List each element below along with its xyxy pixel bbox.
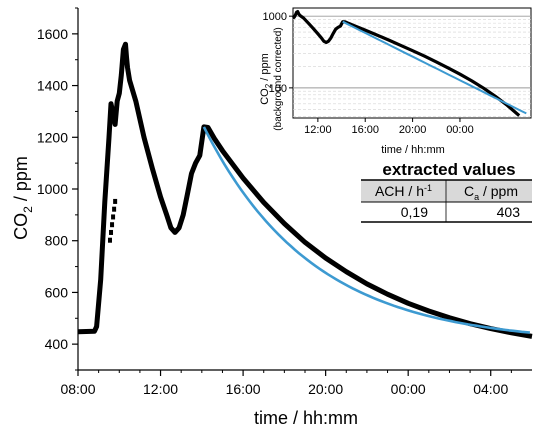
measured-outlier-point: [110, 222, 115, 228]
y-tick-label: 800: [45, 233, 69, 249]
inset-x-tick-label: 20:00: [399, 124, 427, 136]
x-tick-label: 00:00: [391, 381, 426, 397]
x-tick-label: 08:00: [60, 381, 95, 397]
measured-outlier-point: [107, 237, 112, 243]
y-tick-label: 600: [45, 284, 69, 300]
y-tick-label: 1400: [37, 78, 68, 94]
x-tick-label: 12:00: [143, 381, 178, 397]
inset-y-tick-label: 100: [269, 83, 287, 95]
results-table: extracted values ACH / h-1 Ca / ppm 0,19…: [361, 160, 532, 223]
y-axis-title: CO2 / ppm: [11, 156, 35, 240]
x-tick-label: 16:00: [226, 381, 261, 397]
y-tick-label: 1200: [37, 129, 68, 145]
main-axes: 400 600 800 1000 1200 1400 1600 08:00 12:00 16:00…: [37, 7, 532, 397]
main-plot-area: [77, 41, 533, 339]
x-tick-label: 04:00: [473, 381, 508, 397]
inset-x-tick-label: 16:00: [351, 124, 379, 136]
results-value-ca: 403: [497, 204, 521, 220]
y-tick-label: 1000: [37, 181, 68, 197]
results-header-ach: ACH / h-1: [375, 183, 432, 199]
results-table-header-row: [361, 180, 532, 202]
inset-chart: 100 1000 12:00 16:00 20:00 00:00: [263, 7, 532, 136]
fit-series-line: [202, 126, 531, 334]
inset-x-tick-label: 00:00: [446, 124, 474, 136]
measured-series-line: [77, 41, 533, 339]
y-tick-label: 1600: [37, 26, 68, 42]
x-tick-label: 20:00: [308, 381, 343, 397]
measured-outlier-point: [109, 229, 114, 235]
measured-outlier-point: [113, 198, 118, 204]
inset-y-tick-label: 1000: [263, 11, 287, 23]
results-header-ca: Ca / ppm: [464, 183, 518, 202]
inset-fit-line: [342, 20, 527, 115]
measured-outlier-point: [111, 214, 116, 220]
results-value-ach: 0,19: [401, 204, 428, 220]
inset-frame: [292, 7, 532, 119]
x-axis-title: time / hh:mm: [254, 408, 358, 428]
y-tick-label: 400: [45, 336, 69, 352]
inset-y-axis-subtitle: (background corrected): [273, 27, 284, 130]
inset-x-tick-label: 12:00: [304, 124, 332, 136]
inset-measured-line: [291, 10, 521, 117]
inset-y-axis-title: CO2 / ppm: [259, 53, 273, 105]
inset-x-axis-title: time / hh:mm: [381, 144, 445, 156]
results-table-title: extracted values: [382, 160, 515, 179]
measured-outlier-point: [112, 206, 117, 212]
